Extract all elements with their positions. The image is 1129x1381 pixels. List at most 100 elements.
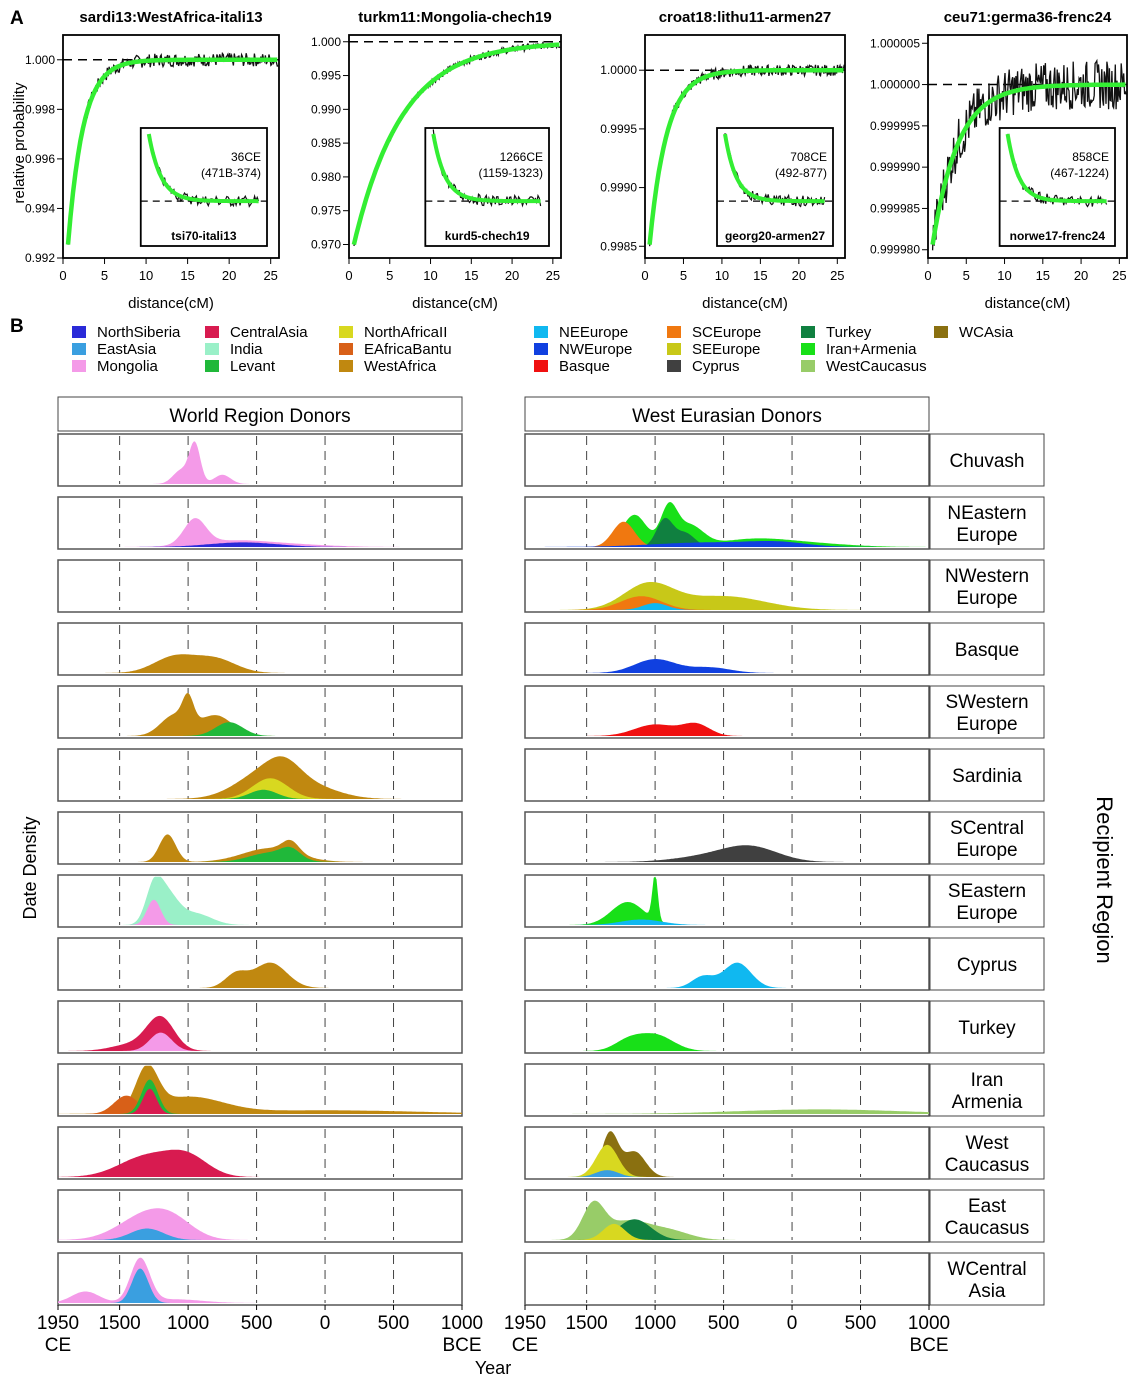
row-1: Chuvash: [57, 433, 1045, 487]
strip-text: WCentral: [947, 1259, 1026, 1280]
y-tick-label: 0.970: [311, 237, 341, 251]
col-header-west: [524, 396, 930, 432]
row-6: Sardinia: [57, 748, 1045, 802]
facet-west: [524, 811, 930, 865]
y-tick-label: 0.999980: [870, 243, 920, 257]
density-mongolia: [58, 899, 462, 925]
decay-plot-2: turkm11:Mongolia-chech19 5 10 15 20 25 0 distan…: [311, 9, 562, 312]
facet-frame: [57, 433, 463, 487]
legend-label: India: [230, 341, 263, 358]
x-tick-label: 5: [963, 268, 970, 283]
strip-text: Europe: [956, 840, 1017, 861]
x-tick-label: 0: [924, 268, 931, 283]
strip-box: [929, 433, 1045, 487]
legend-item-westafrica: WestAfrica: [339, 358, 437, 375]
facet-frame: [57, 559, 463, 613]
year-tick-label: 500: [378, 1313, 410, 1334]
density-basque: [525, 722, 929, 736]
x-axis-label: distance(cM): [412, 295, 498, 312]
strip-text: Cyprus: [957, 955, 1017, 976]
strip-text: Asia: [969, 1281, 1006, 1302]
facet-west: [524, 748, 930, 802]
facet-world: [57, 937, 463, 991]
fit-curve: [647, 67, 844, 245]
facet-frame: [524, 1252, 930, 1306]
legend-item-levant: Levant: [205, 358, 276, 375]
plot-frame: [927, 34, 1128, 259]
year-tick-label: 500: [845, 1313, 877, 1334]
col-header-world: [57, 396, 463, 432]
legend-swatch: [72, 360, 86, 372]
density-nweurope: [525, 659, 929, 673]
facet-world: [57, 433, 463, 487]
facet-world: [57, 1000, 463, 1054]
x-axis-label: distance(cM): [985, 295, 1071, 312]
legend-item-nweurope: NWEurope: [534, 341, 632, 358]
legend-swatch: [667, 360, 681, 372]
y-tick-label: 0.975: [311, 204, 341, 218]
x-tick-label: 20: [792, 268, 806, 283]
legend-swatch: [339, 360, 353, 372]
row-10: Turkey: [57, 1000, 1045, 1054]
strip-text: SEastern: [948, 881, 1026, 902]
y-tick-label: 0.980: [311, 170, 341, 184]
plot-frame: [348, 34, 562, 259]
density-westcaucasus: [525, 1109, 929, 1114]
facet-frame: [524, 622, 930, 676]
density-levant: [58, 846, 462, 862]
y-tick-label: 1.000005: [870, 36, 920, 50]
legend-swatch: [534, 343, 548, 355]
legend-label: SCEurope: [692, 324, 761, 341]
inset-ci: (1159-1323): [479, 166, 544, 180]
strip-box: [929, 1189, 1045, 1243]
inset-ci: (471B-374): [201, 166, 261, 180]
facet-frame: [524, 874, 930, 928]
strip-text: Armenia: [952, 1092, 1023, 1113]
strip-text: Europe: [956, 525, 1017, 546]
panel-a: sardi13:WestAfrica-itali13 5 10 15 20 25 0 dist…: [25, 9, 1128, 312]
legend-swatch: [801, 343, 815, 355]
strip-label: Turkey: [929, 1000, 1045, 1054]
strip-text: NWestern: [945, 566, 1029, 587]
legend-swatch: [667, 343, 681, 355]
col-title-west: West Eurasian Donors: [632, 406, 822, 427]
y-tick-label: 0.996: [25, 152, 55, 166]
facet-frame: [524, 1126, 930, 1180]
year-tick-label: 1950: [504, 1313, 546, 1334]
strip-text: Europe: [956, 588, 1017, 609]
strip-text: West: [966, 1133, 1010, 1154]
inset-frame: [424, 127, 550, 247]
facet-world: [57, 1252, 463, 1306]
x-tick-label: 0: [641, 268, 648, 283]
x-tick-label: 10: [997, 268, 1011, 283]
legend-swatch: [801, 360, 815, 372]
legend-swatch: [339, 343, 353, 355]
row-4: Basque: [57, 622, 1045, 676]
x-tick-label: 10: [139, 268, 153, 283]
year-tick-label: 1500: [98, 1313, 140, 1334]
y-tick-label: 0.999995: [870, 119, 920, 133]
legend-item-iranarmenia: Iran+Armenia: [801, 341, 917, 358]
legend-label: WestAfrica: [364, 358, 437, 375]
y-tick-label: 0.999985: [870, 201, 920, 215]
legend-item-seeurope: SEEurope: [667, 341, 760, 358]
facet-frame: [57, 1000, 463, 1054]
inset-fit: [1005, 133, 1107, 204]
strip-box: [929, 1252, 1045, 1306]
legend-swatch: [72, 326, 86, 338]
density-westafrica: [58, 756, 462, 799]
y-tick-label: 0.999990: [870, 160, 920, 174]
inset: 708CE (492-877) georg20-armen27: [716, 127, 834, 247]
density-eastasia: [58, 1228, 462, 1240]
year-tick-label: 0: [787, 1313, 798, 1334]
fit-curve: [65, 57, 278, 245]
legend-item-westcaucasus: WestCaucasus: [801, 358, 927, 375]
